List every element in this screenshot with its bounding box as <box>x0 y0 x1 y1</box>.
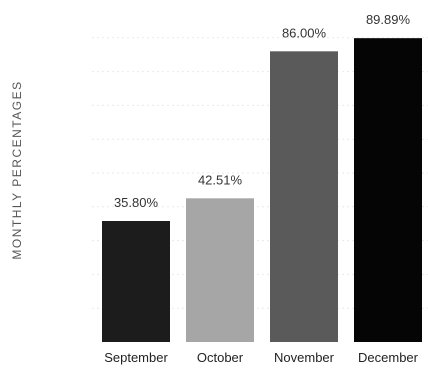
bar-september <box>102 220 170 342</box>
bar-december <box>354 38 422 342</box>
x-tick-label-september: September <box>104 350 168 365</box>
bars <box>102 38 422 342</box>
x-tick-label-october: October <box>197 350 244 365</box>
data-labels: 35.80% 42.51% 86.00% 89.89% <box>114 12 411 210</box>
x-tick-labels: September October November December <box>104 350 418 365</box>
bar-november <box>270 51 338 342</box>
x-tick-label-december: December <box>358 350 419 365</box>
data-label-october: 42.51% <box>198 172 243 187</box>
y-axis-title: MONTHLY PERCENTAGES <box>10 80 24 259</box>
data-label-september: 35.80% <box>114 195 159 210</box>
data-label-december: 89.89% <box>366 12 411 27</box>
data-label-november: 86.00% <box>282 25 327 40</box>
bar-october <box>186 198 254 342</box>
x-tick-label-november: November <box>274 350 335 365</box>
